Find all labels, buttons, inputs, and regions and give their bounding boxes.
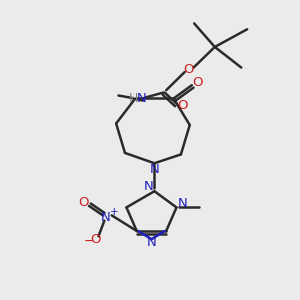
Text: O: O <box>79 196 89 209</box>
Text: N: N <box>149 163 159 176</box>
Text: N: N <box>144 180 154 193</box>
Text: N: N <box>178 197 188 210</box>
Text: N: N <box>137 92 147 105</box>
Text: N: N <box>147 236 156 249</box>
Text: H: H <box>128 92 138 105</box>
Text: O: O <box>90 233 101 246</box>
Text: O: O <box>183 62 194 76</box>
Text: O: O <box>177 99 188 112</box>
Text: O: O <box>192 76 202 89</box>
Text: +: + <box>110 207 118 218</box>
Text: −: − <box>84 235 94 248</box>
Text: N: N <box>101 211 111 224</box>
